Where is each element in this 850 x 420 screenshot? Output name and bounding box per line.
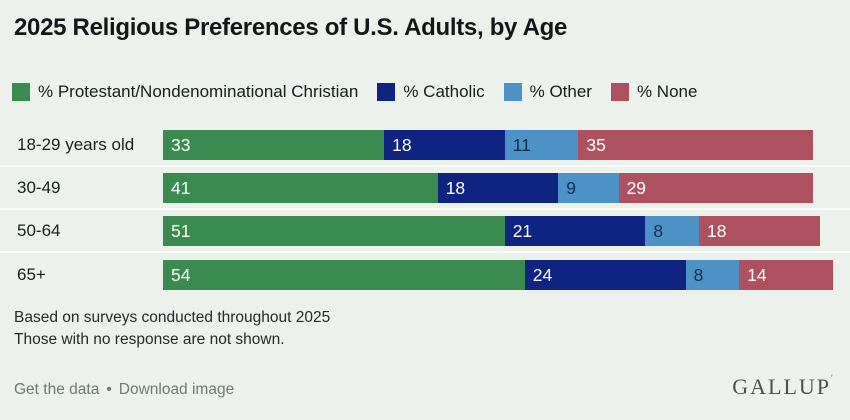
stacked-bar-chart: 18-29 years old 33 18 11 35 30-49 41 18 9 29 50-64… xyxy=(0,124,850,296)
legend-label: % Catholic xyxy=(403,82,485,101)
bar-segment: 14 xyxy=(739,259,833,290)
chart-row-1: 30-49 41 18 9 29 xyxy=(0,167,850,210)
chart-row-2: 50-64 51 21 8 18 xyxy=(0,210,850,253)
legend-label: % Other xyxy=(529,82,592,101)
bar-segment: 18 xyxy=(698,215,820,246)
bar-segment: 21 xyxy=(504,215,646,246)
chart-footnotes: Based on surveys conducted throughout 20… xyxy=(14,307,330,351)
legend-label: % None xyxy=(636,82,698,101)
bar-segment: 33 xyxy=(163,129,385,160)
link-separator-bullet: • xyxy=(106,381,112,398)
bar-segment: 29 xyxy=(618,172,813,203)
legend-swatch-icon xyxy=(503,83,522,101)
legend-item-2: % Other xyxy=(503,82,592,102)
bar-segment: 18 xyxy=(384,129,505,160)
legend-swatch-icon xyxy=(12,83,30,101)
gallup-logo: GALLUP′ xyxy=(732,373,835,400)
trademark-symbol: ′ xyxy=(831,373,835,383)
bar-segment: 11 xyxy=(504,129,579,160)
legend-item-3: % None xyxy=(610,82,698,102)
download-image-link[interactable]: Download image xyxy=(118,381,235,398)
legend-item-1: % Catholic xyxy=(377,82,485,102)
bar-track: 54 24 8 14 xyxy=(163,259,833,290)
bar-track: 41 18 9 29 xyxy=(163,172,833,203)
footnote-line-1: Based on surveys conducted throughout 20… xyxy=(14,309,331,326)
bar-track: 33 18 11 35 xyxy=(163,129,833,160)
bar-segment: 35 xyxy=(578,129,813,160)
bar-segment: 8 xyxy=(685,259,740,290)
category-label: 50-64 xyxy=(17,220,61,240)
chart-row-3: 65+ 54 24 8 14 xyxy=(0,253,850,296)
bar-segment: 41 xyxy=(163,172,438,203)
footer-bar: Get the data • Download image GALLUP′ xyxy=(14,374,835,400)
legend-swatch-icon xyxy=(610,83,629,101)
bar-segment: 9 xyxy=(558,172,619,203)
chart-title: 2025 Religious Preferences of U.S. Adult… xyxy=(14,14,568,41)
legend-item-0: % Protestant/Nondenominational Christian xyxy=(12,82,358,102)
bar-segment: 54 xyxy=(163,259,525,290)
legend-swatch-icon xyxy=(377,83,396,101)
get-the-data-link[interactable]: Get the data xyxy=(14,381,100,398)
bar-segment: 8 xyxy=(645,215,699,246)
footnote-line-2: Those with no response are not shown. xyxy=(14,331,285,348)
bar-segment: 24 xyxy=(524,259,686,290)
bar-segment: 51 xyxy=(163,215,505,246)
legend-label: % Protestant/Nondenominational Christian xyxy=(38,82,359,101)
chart-legend: % Protestant/Nondenominational Christian… xyxy=(12,82,697,102)
category-label: 18-29 years old xyxy=(17,134,135,154)
footer-links: Get the data • Download image xyxy=(14,381,234,399)
bar-segment: 18 xyxy=(437,172,559,203)
chart-row-0: 18-29 years old 33 18 11 35 xyxy=(0,124,850,167)
bar-track: 51 21 8 18 xyxy=(163,215,833,246)
category-label: 30-49 xyxy=(17,177,61,197)
category-label: 65+ xyxy=(17,264,46,284)
